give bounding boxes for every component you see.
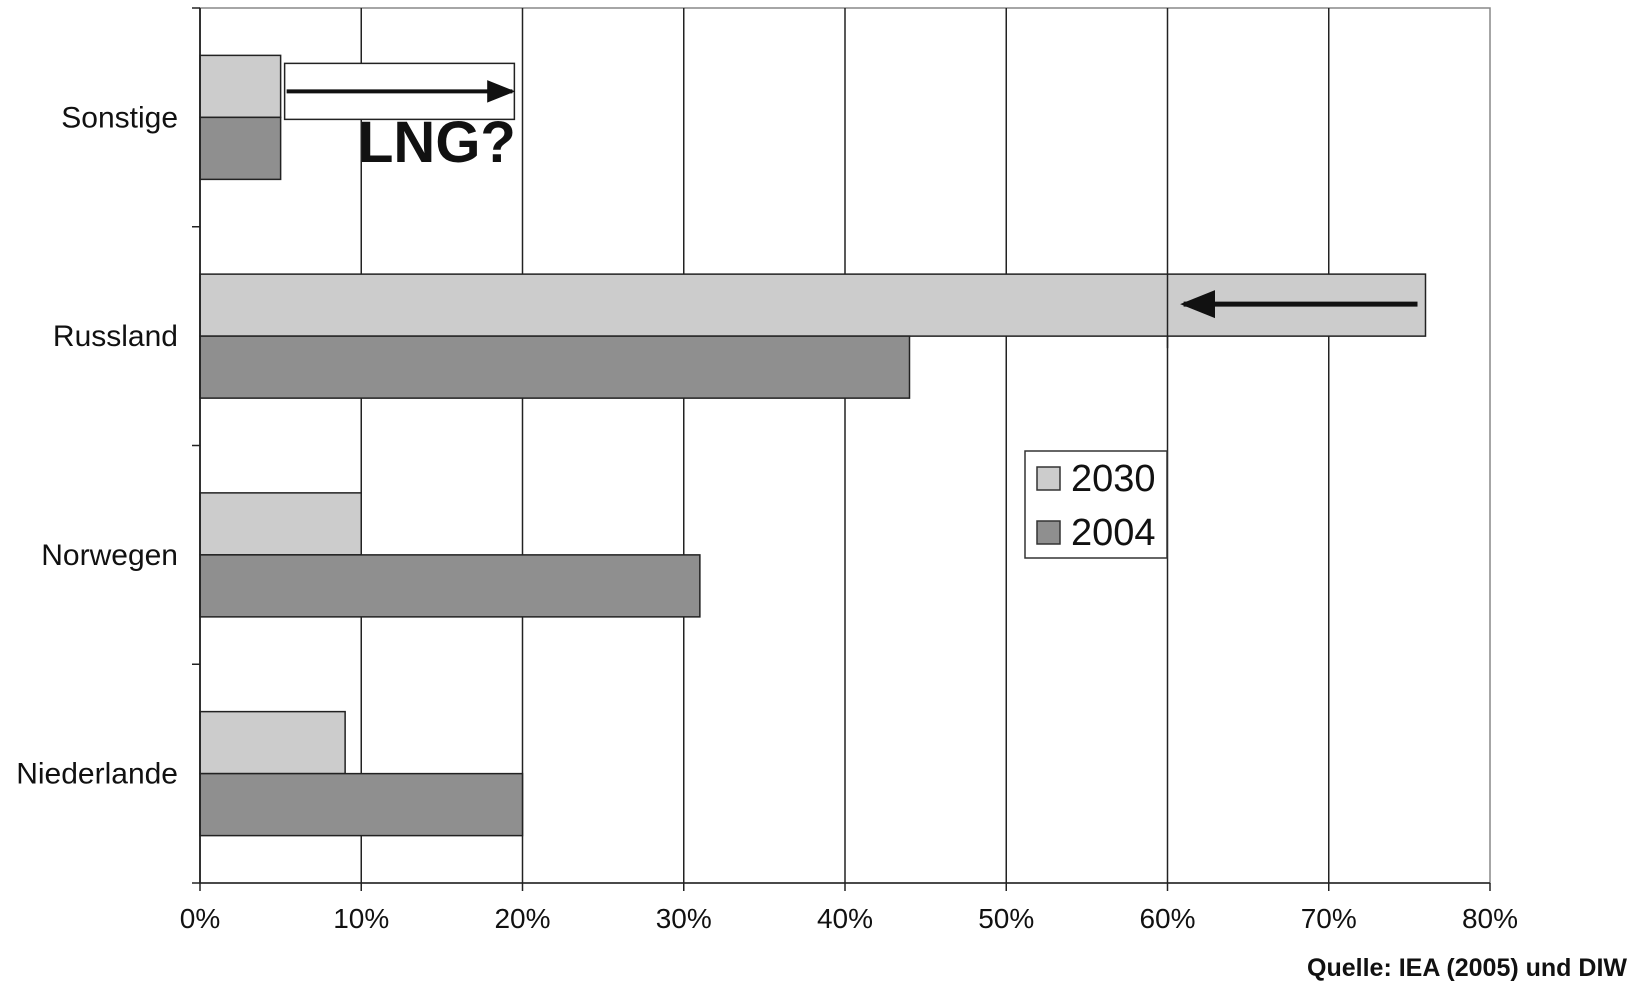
lng-annotation: LNG?	[358, 110, 516, 175]
x-tick-label-20: 20%	[494, 903, 550, 934]
bar-sonstige-2030	[199, 54, 282, 119]
legend: 2030 2004	[1024, 450, 1168, 559]
bar-norwegen-2004	[199, 554, 701, 618]
grid-lines	[360, 8, 1330, 883]
bar-sonstige-2004	[199, 116, 282, 181]
bar-norwegen-2030	[199, 492, 362, 556]
x-tick-label-40: 40%	[817, 903, 873, 934]
x-tick-label-70: 70%	[1301, 903, 1357, 934]
annotations-group: LNG?	[283, 62, 1418, 349]
bar-russland-2004	[199, 335, 911, 399]
x-tick-label-50: 50%	[978, 903, 1034, 934]
bar-niederlande-2030	[199, 710, 346, 775]
category-label-sonstige: Sonstige	[61, 101, 178, 134]
source-note: Quelle: IEA (2005) und DIW	[1307, 954, 1627, 982]
bars-group	[199, 54, 1427, 837]
category-label-norwegen: Norwegen	[41, 539, 178, 572]
x-tick-label-60: 60%	[1139, 903, 1195, 934]
legend-label-2030: 2030	[1071, 458, 1156, 500]
category-label-niederlande: Niederlande	[16, 758, 178, 791]
x-tick-label-0: 0%	[180, 903, 220, 934]
axes-group: 0% 10% 20% 30% 40% 50% 60% 70% 80% Sonstige Russla…	[16, 7, 1518, 934]
legend-label-2004: 2004	[1071, 512, 1156, 554]
bar-niederlande-2004	[199, 772, 524, 837]
x-tick-label-80: 80%	[1462, 903, 1518, 934]
x-tick-label-30: 30%	[656, 903, 712, 934]
legend-swatch-2030	[1036, 466, 1061, 491]
category-label-russland: Russland	[53, 320, 178, 353]
legend-swatch-2004	[1036, 520, 1061, 545]
x-tick-label-10: 10%	[333, 903, 389, 934]
